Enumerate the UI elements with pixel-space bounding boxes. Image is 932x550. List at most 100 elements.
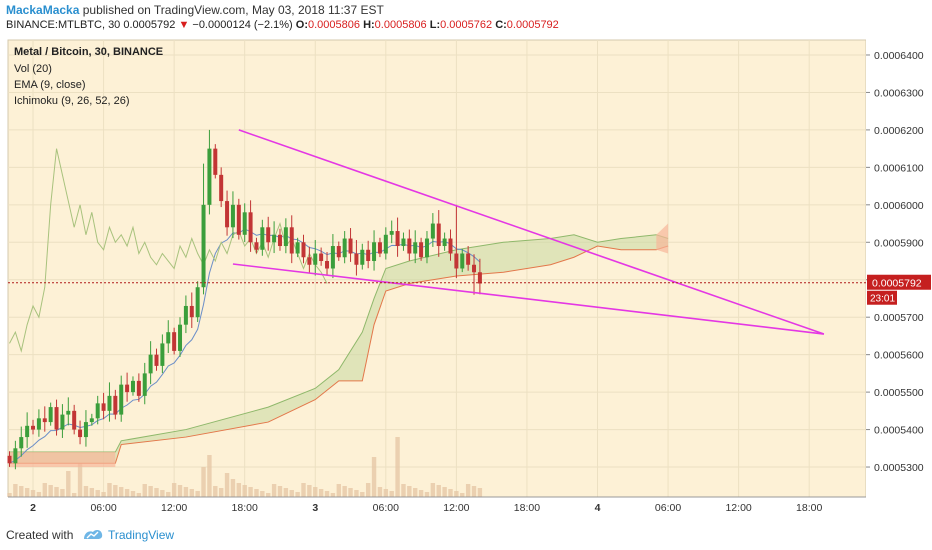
legend-title: Metal / Bitcoin, 30, BINANCE [14,46,164,58]
triangle-line [238,129,825,335]
candle-body [154,354,159,366]
candle-body [125,384,130,393]
candle-body [266,227,271,243]
created-with-text: Created with [6,528,74,542]
candle-body [113,395,118,415]
candle-body [283,227,288,247]
volume-bar [436,485,441,497]
candle-body [342,238,347,258]
candle-body [48,407,53,423]
candle-body [319,253,324,262]
candle-body [389,231,394,235]
volume-bar [218,488,224,497]
y-tick-label: 0.0005400 [874,425,924,437]
volume-bar [148,486,153,497]
candle-body [54,407,59,430]
x-axis-area [0,497,932,516]
candle-body [277,234,282,247]
x-tick-label: 12:00 [725,502,751,514]
volume-bar [448,489,453,497]
volume-bar [389,491,394,497]
candle-body [166,332,171,344]
volume-bar [342,486,347,497]
candle-body [66,410,71,415]
volume-bar [183,487,189,497]
x-tick-label: 3 [312,502,318,514]
candle-body [301,242,306,258]
volume-bar [154,488,159,497]
volume-bar [271,484,277,497]
volume-bar [295,492,300,497]
candle-body [183,305,188,325]
volume-bar [407,486,412,497]
x-tick-label: 06:00 [655,502,681,514]
candle-body [89,418,94,423]
volume-bar [383,489,389,497]
candle-body [19,437,24,449]
publish-line: MackaMacka published on TradingView.com,… [6,3,384,17]
y-tick-label: 0.0006100 [874,162,924,174]
volume-bar [330,493,336,497]
bearish-cloud [9,452,116,468]
volume-bar [201,467,206,497]
candle-body [148,354,153,374]
legend-ema[interactable]: EMA (9, close) [14,79,86,91]
candle-body [42,418,47,423]
low-value: 0.0005762 [440,19,493,31]
low-label: L: [429,19,441,31]
candle-body [466,253,471,265]
y-tick-label: 0.0005700 [874,312,924,324]
volume-bar [460,493,465,497]
tradingview-brand[interactable]: TradingView [108,528,175,542]
open-label: O: [295,19,308,31]
volume-bar [395,437,400,497]
volume-bar [442,487,447,497]
volume-bar [19,486,24,497]
candle-body [207,148,212,205]
chart-panel[interactable]: 0.0006400 0.0006300 0.0006200 0.0006100 0.00… [0,38,932,516]
candle-body [413,242,418,254]
candle-body [95,403,100,419]
candle-body [419,242,424,258]
candle-body [160,343,165,366]
candle-body [242,212,247,235]
candle-body [472,264,477,273]
volume-bar [318,489,324,497]
candle-body [107,395,112,411]
y-tick-label: 0.0005500 [874,387,924,399]
legend-ichimoku[interactable]: Ichimoku (9, 26, 52, 26) [14,95,130,107]
legend-volume[interactable]: Vol (20) [14,63,52,75]
footer: Created with TradingView [0,520,932,550]
candle-body [254,242,259,250]
volume-bar [230,479,236,497]
volume-bar [266,493,271,497]
volume-bar [113,485,118,497]
price-badge-value: 0.0005792 [872,278,922,290]
timer-badge-value: 23:01 [870,294,895,305]
candle-body [372,242,377,262]
candle-body [407,238,412,254]
volume-bar [30,490,36,497]
volume-bar [348,488,353,497]
volume-bar [401,484,406,497]
volume-bar [224,473,230,497]
volume-bar [313,487,318,497]
candle-body [219,174,224,202]
volume-bar [24,488,30,497]
ohlc-line: BINANCE:MTLBTC, 30 0.0005792 ▼ −0.000012… [6,19,559,31]
volume-bar [471,486,477,497]
volume-bar [54,487,59,497]
candle-body [348,238,353,254]
author-link[interactable]: MackaMacka [6,3,80,17]
close-value: 0.0005792 [506,19,559,31]
price-chart[interactable]: 0.0006400 0.0006300 0.0006200 0.0006100 0.00… [0,38,932,516]
volume-bar [119,487,124,497]
candle-body [248,212,253,243]
volume-bar [83,486,89,497]
x-tick-label: 12:00 [161,502,187,514]
bearish-cloud [656,223,669,254]
volume-bar [371,457,377,497]
volume-bar [207,455,212,497]
candle-body [236,204,241,235]
candle-body [424,238,429,258]
